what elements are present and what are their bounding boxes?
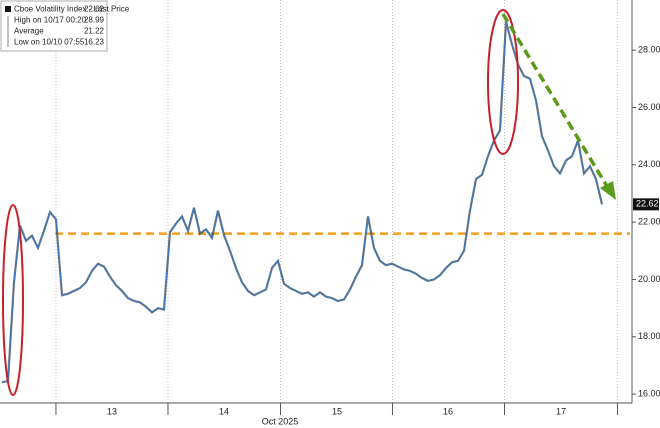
highlight-ellipse xyxy=(487,9,519,155)
y-tick-label: 16.00 xyxy=(638,388,660,398)
y-tick-label: 24.00 xyxy=(638,159,660,169)
legend-label: Average xyxy=(14,27,44,36)
legend: Cboe Volatility Index - Last Price 22.62… xyxy=(0,0,130,52)
legend-swatch xyxy=(5,6,11,12)
y-tick-label: 22.00 xyxy=(638,217,660,227)
x-tick-label: 14 xyxy=(219,406,229,416)
highlight-ellipse xyxy=(2,204,24,396)
legend-value: 28.99 xyxy=(84,16,105,25)
y-tick-label: 18.00 xyxy=(638,331,660,341)
plot xyxy=(1,0,630,403)
trend-arrow xyxy=(501,13,610,189)
x-axis-label: Oct 2025 xyxy=(262,416,299,426)
y-tick-label: 20.00 xyxy=(638,274,660,284)
legend-label: Cboe Volatility Index - Last Price xyxy=(14,5,130,14)
legend-label: Low on 10/10 07:55 xyxy=(14,38,85,47)
x-tick-label: 17 xyxy=(556,406,566,416)
legend-value: 22.62 xyxy=(84,5,105,14)
trend-arrow-head xyxy=(600,181,616,200)
legend-value: 21.22 xyxy=(84,27,105,36)
x-tick-label: 15 xyxy=(332,406,342,416)
last-price-label: 22.62 xyxy=(636,199,659,209)
y-tick-label: 28.00 xyxy=(638,45,660,55)
legend-value: 16.23 xyxy=(84,38,105,47)
price-line xyxy=(1,21,603,383)
x-tick-label: 13 xyxy=(107,406,117,416)
legend-label: High on 10/17 00:20 xyxy=(14,16,87,25)
legend-box xyxy=(0,0,108,52)
y-tick-label: 26.00 xyxy=(638,102,660,112)
x-tick-label: 16 xyxy=(443,406,453,416)
last-price-tag xyxy=(633,198,659,211)
